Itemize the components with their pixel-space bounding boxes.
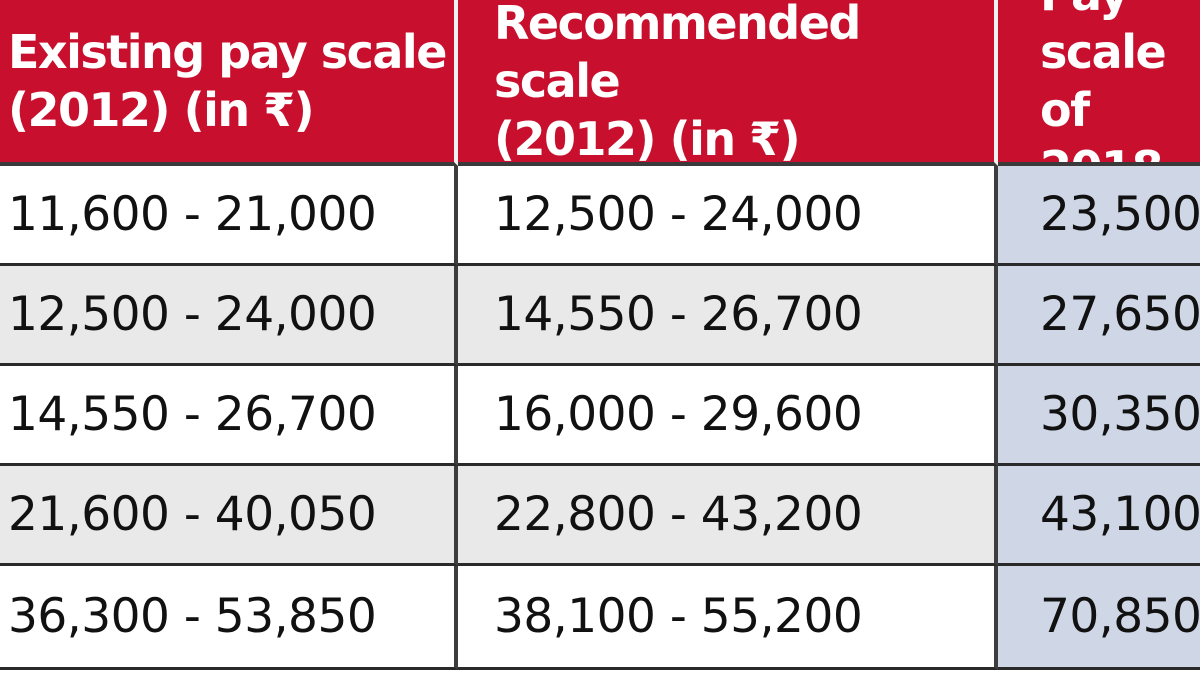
- header-pay-scale-2018-text: Pay scale of 2018: [1040, 0, 1167, 162]
- table-cell: 14,550 - 26,700: [458, 266, 998, 366]
- table-cell: 14,550 - 26,700: [0, 366, 458, 466]
- header-recommended-scale: Recommended scale (2012) (in ₹): [458, 0, 998, 166]
- table-cell: 12,500 - 24,000: [458, 166, 998, 266]
- table-cell: 11,600 - 21,000: [0, 166, 458, 266]
- header-existing-pay-scale-text: Existing pay scale (2012) (in ₹): [8, 25, 447, 137]
- table-cell: 12,500 - 24,000: [0, 266, 458, 366]
- header-pay-scale-2018: Pay scale of 2018: [998, 0, 1200, 166]
- table-cell: 70,850: [998, 566, 1200, 670]
- table-cell: 43,100: [998, 466, 1200, 566]
- table-cell: 23,500: [998, 166, 1200, 266]
- header-recommended-scale-text: Recommended scale (2012) (in ₹): [494, 0, 861, 166]
- table-cell: 36,300 - 53,850: [0, 566, 458, 670]
- table-cell: 16,000 - 29,600: [458, 366, 998, 466]
- table-cell: 27,650: [998, 266, 1200, 366]
- table-cell: 38,100 - 55,200: [458, 566, 998, 670]
- header-existing-pay-scale: Existing pay scale (2012) (in ₹): [0, 0, 458, 166]
- table-cell: 21,600 - 40,050: [0, 466, 458, 566]
- table-cell: 22,800 - 43,200: [458, 466, 998, 566]
- table-cell: 30,350: [998, 366, 1200, 466]
